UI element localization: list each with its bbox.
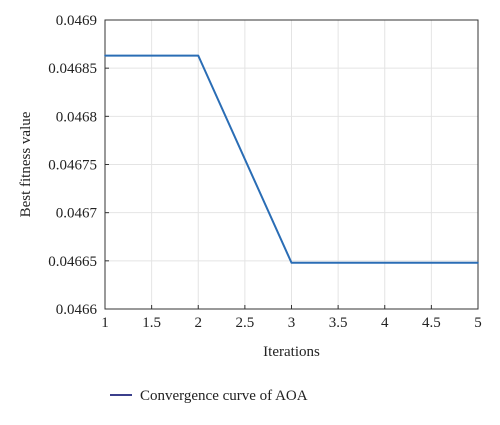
x-tick-label: 3: [288, 315, 296, 331]
x-tick-label: 3.5: [329, 315, 348, 331]
x-tick-label: 5: [474, 315, 482, 331]
data-point: [383, 261, 386, 264]
data-point: [290, 261, 293, 264]
y-tick-label: 0.04685: [48, 61, 97, 77]
grid: [104, 19, 479, 310]
legend: Convergence curve of AOA: [110, 388, 308, 404]
x-tick-label: 2: [195, 315, 203, 331]
x-tick-label: 2.5: [236, 315, 255, 331]
x-axis-label: Iterations: [263, 344, 320, 360]
legend-label: Convergence curve of AOA: [140, 388, 308, 404]
y-tick-label: 0.0468: [56, 109, 97, 125]
x-tick-label: 4: [381, 315, 389, 331]
y-axis-label: Best fitness value: [18, 111, 34, 217]
data-point: [197, 54, 200, 57]
data-point: [477, 261, 479, 264]
y-tick-label: 0.0467: [56, 206, 98, 222]
y-tick-label: 0.0466: [56, 302, 98, 318]
series: [104, 54, 479, 264]
y-tick-label: 0.0469: [56, 13, 97, 29]
y-tick-label: 0.04665: [48, 254, 97, 270]
data-point: [104, 54, 106, 57]
x-tick-label: 1.5: [142, 315, 161, 331]
ticks: 1 1.5 2 2.5 3 3.5 4 4.5 5 0.0466 0.04665 0.0467 0.04…: [48, 13, 482, 331]
y-tick-label: 0.04675: [48, 158, 97, 174]
x-tick-label: 4.5: [422, 315, 441, 331]
x-tick-label: 1: [101, 315, 109, 331]
